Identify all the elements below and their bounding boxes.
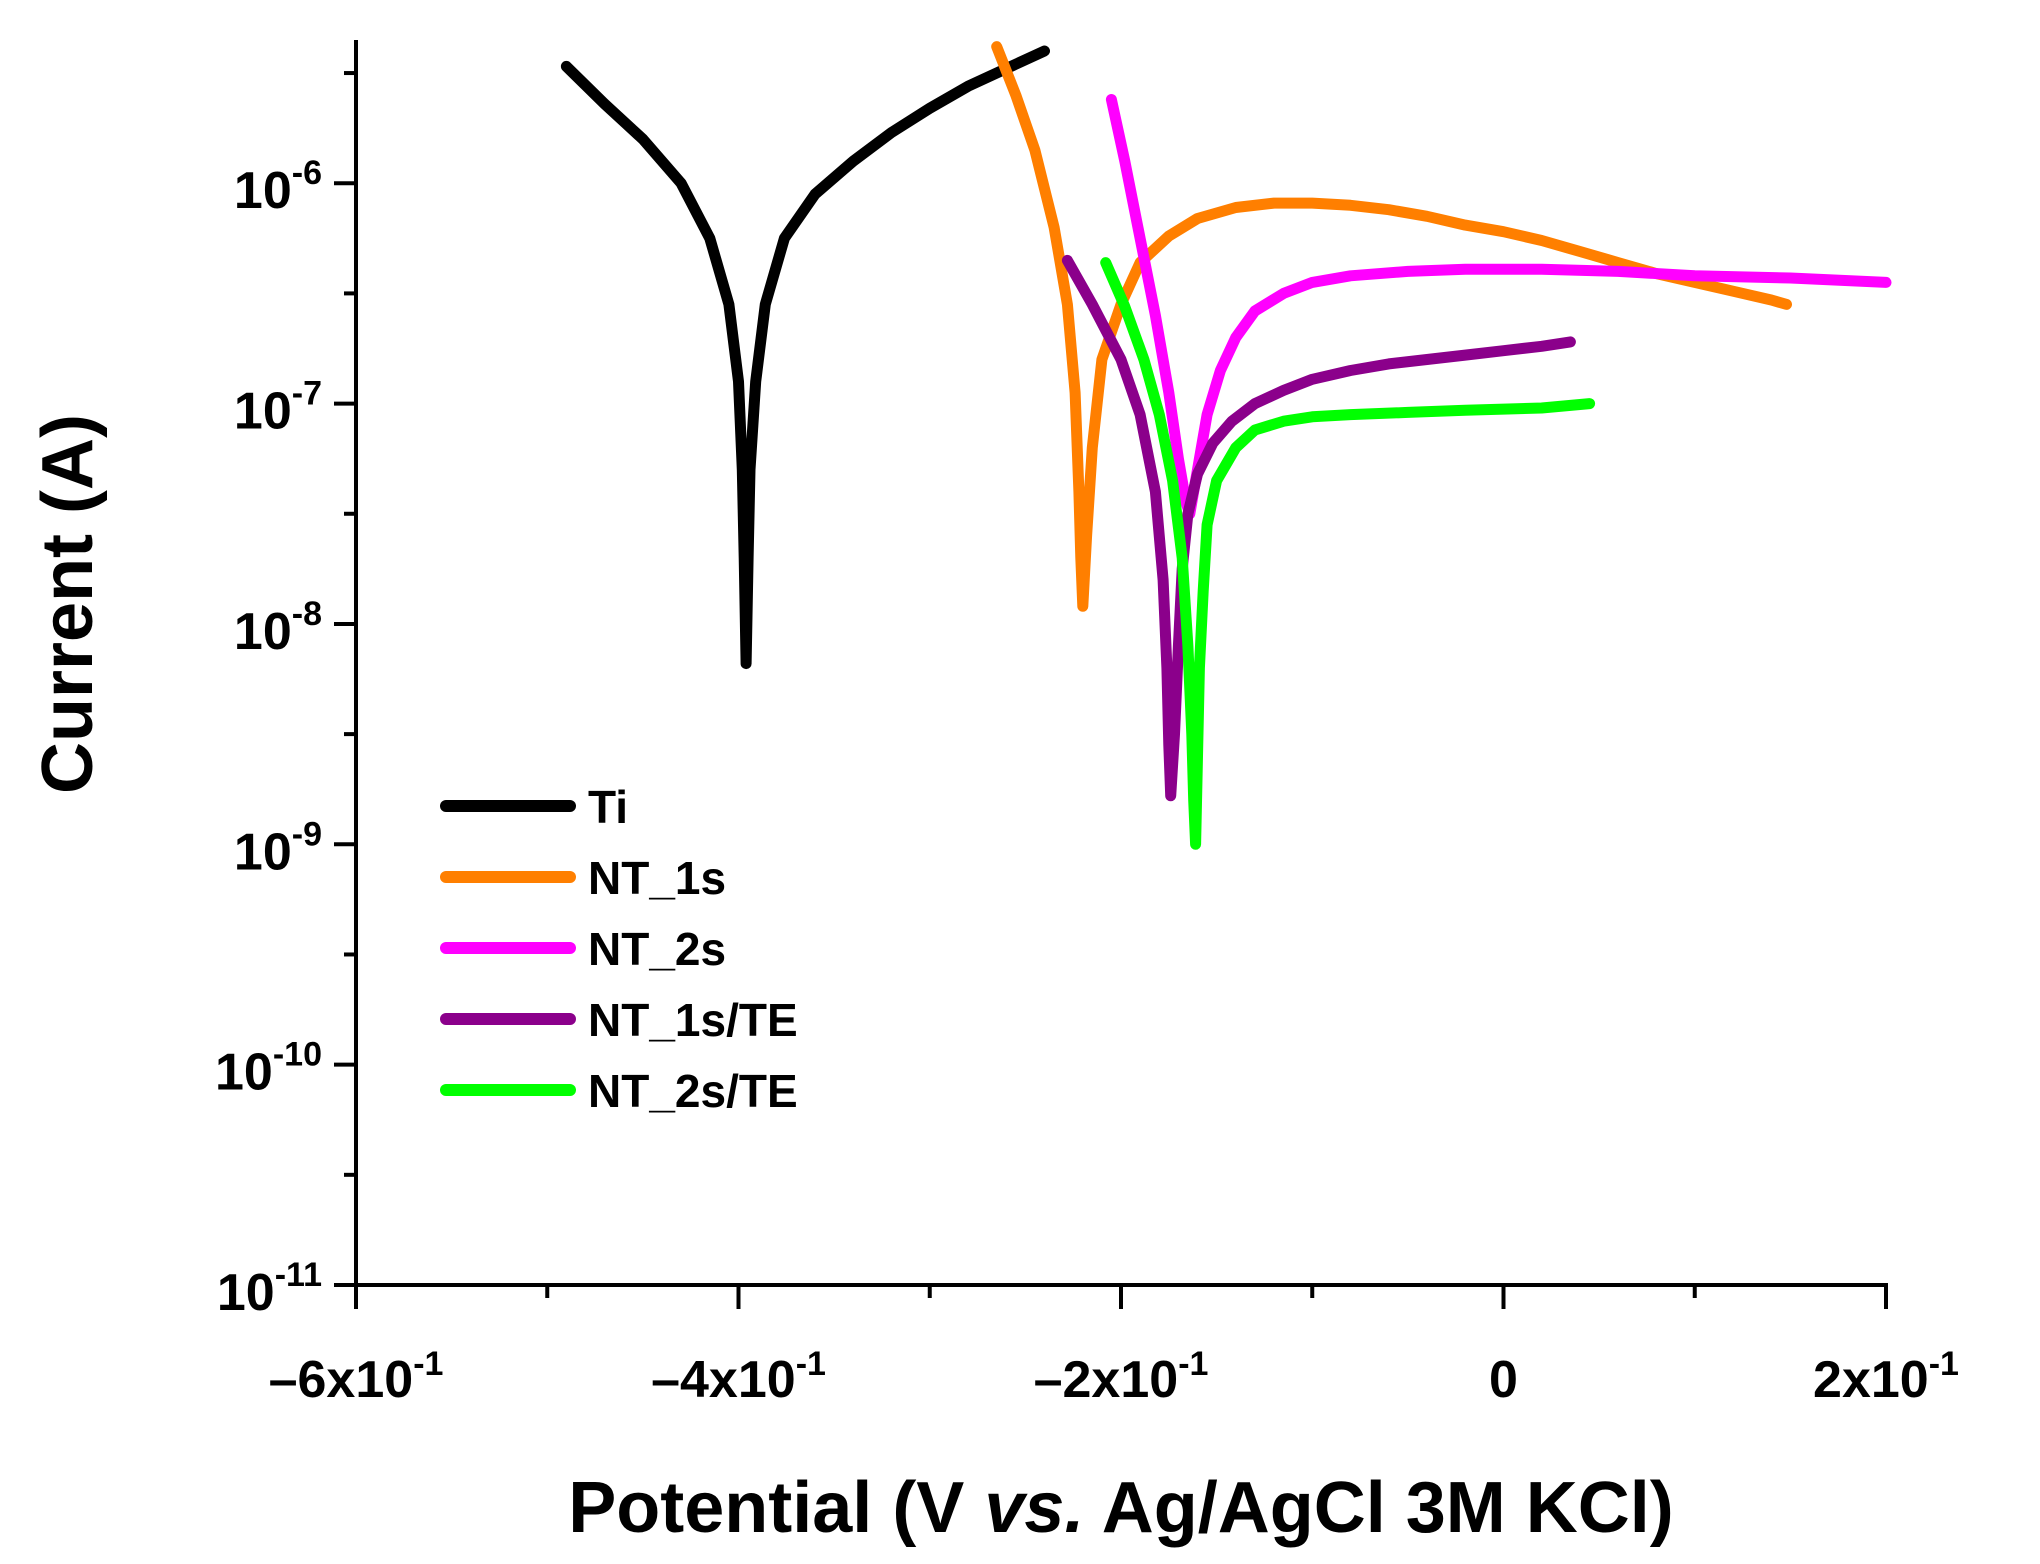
legend-label: NT_2s/TE [588,1065,798,1117]
y-tick-label: 10-11 [217,1256,322,1322]
y-tick-label: 10-7 [234,375,322,441]
x-tick-label: 2x10-1 [1813,1345,1959,1409]
axes [354,40,1888,1287]
x-tick-label: 0 [1489,1351,1518,1409]
x-tick-label: –4x10-1 [651,1345,826,1409]
y-tick-label: 10-10 [215,1036,322,1102]
x-axis-title: Potential (V vs. Ag/AgCl 3M KCl) [568,1468,1673,1548]
legend-label: NT_1s/TE [588,994,798,1046]
y-tick-label: 10-9 [234,815,322,881]
legend: Ti NT_1s NT_2s NT_1s/TE NT_2s/TE [440,781,798,1117]
plot-area [560,41,1892,850]
series-line-nt-2s-te [1100,257,1596,850]
ticks: –6x10-1 –4x10-1 –2x10-1 0 2x10-1 10-6 10-7 10-8… [215,71,1959,1409]
legend-label: NT_2s [588,923,726,975]
y-tick-label: 10-6 [234,154,322,220]
axis-titles: Potential (V vs. Ag/AgCl 3M KCl) Current … [28,414,1674,1548]
y-tick-label: 10-8 [234,595,322,661]
x-tick-label: –6x10-1 [269,1345,444,1409]
series-line-nt-2s [1105,94,1892,520]
series-line-ti [560,45,1050,670]
y-axis-title: Current (A) [28,414,108,794]
series-line-nt-1s-te [1061,254,1576,802]
legend-label: NT_1s [588,852,726,904]
legend-label: Ti [588,781,628,833]
x-tick-label: –2x10-1 [1034,1345,1209,1409]
series-line-nt-1s [991,41,1792,612]
